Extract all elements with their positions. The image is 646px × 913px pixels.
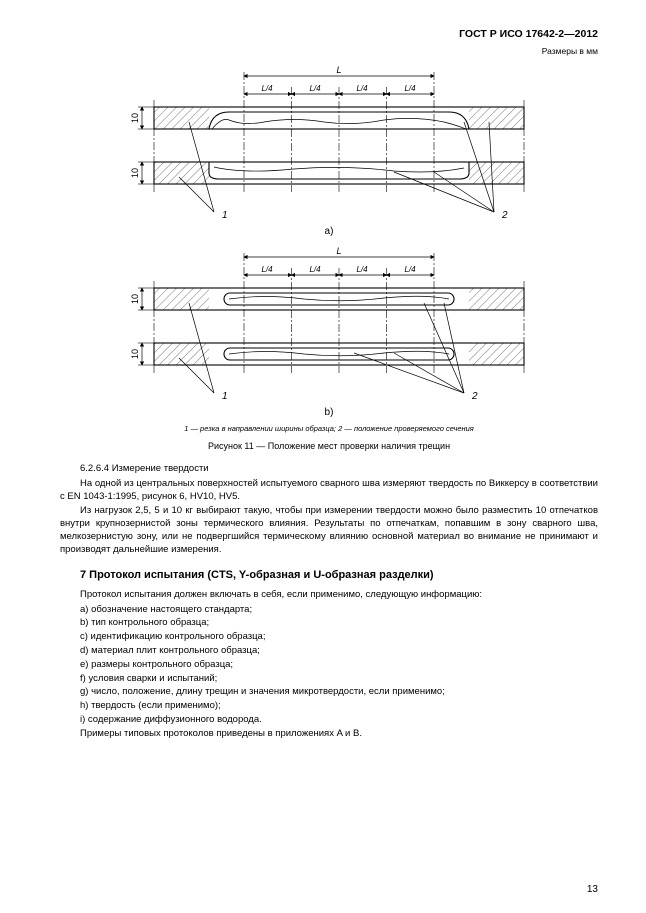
p-7-intro: Протокол испытания должен включать в себ… (60, 589, 598, 602)
list-item: c) идентификацию контрольного образца; (60, 631, 598, 644)
dim-L4: L/4 (309, 84, 321, 93)
list-item: h) твердость (если применимо); (60, 700, 598, 713)
dim-L: L (336, 65, 341, 75)
ref-1: 1 (222, 210, 228, 221)
dim-10: 10 (130, 168, 140, 178)
dim-L4: L/4 (404, 265, 416, 274)
diagram-a: L L/4 L/4 L/4 L/4 10 10 1 (94, 62, 564, 222)
dim-L4: L/4 (261, 265, 273, 274)
dim-L: L (336, 246, 341, 256)
body-section-6264: 6.2.6.4 Измерение твердости На одной из … (60, 463, 598, 557)
figure-b-block: L L/4 L/4 L/4 L/4 10 10 1 (60, 243, 598, 403)
ref-2: 2 (471, 391, 478, 402)
dim-10: 10 (130, 294, 140, 304)
page-number: 13 (587, 884, 598, 895)
figure-legend: 1 — резка в направлении ширины образца; … (60, 424, 598, 433)
body-section-7: Протокол испытания должен включать в себ… (60, 589, 598, 741)
dim-L4: L/4 (309, 265, 321, 274)
ref-2: 2 (501, 210, 508, 221)
list-item: i) содержание диффузионного водорода. (60, 714, 598, 727)
standard-code: ГОСТ Р ИСО 17642-2—2012 (60, 28, 598, 40)
figure-caption: Рисунок 11 — Положение мест проверки нал… (60, 441, 598, 451)
heading-7: 7 Протокол испытания (CTS, Y-образная и … (80, 569, 598, 581)
p-7-outro: Примеры типовых протоколов приведены в п… (60, 728, 598, 741)
list-item: b) тип контрольного образца; (60, 617, 598, 630)
dim-L4: L/4 (404, 84, 416, 93)
size-note: Размеры в мм (60, 46, 598, 56)
p-6264-1: На одной из центральных поверхностей исп… (60, 478, 598, 504)
ref-1: 1 (222, 391, 228, 402)
list-item: g) число, положение, длину трещин и знач… (60, 686, 598, 699)
dim-L4: L/4 (261, 84, 273, 93)
heading-6264: 6.2.6.4 Измерение твердости (60, 463, 598, 476)
dim-10: 10 (130, 113, 140, 123)
p-6264-2: Из нагрузок 2,5, 5 и 10 кг выбирают таку… (60, 505, 598, 556)
list-item: a) обозначение настоящего стандарта; (60, 604, 598, 617)
list-item: d) материал плит контрольного образца; (60, 645, 598, 658)
figure-b-label: b) (60, 407, 598, 418)
page: ГОСТ Р ИСО 17642-2—2012 Размеры в мм (0, 0, 646, 913)
dim-L4: L/4 (356, 84, 368, 93)
dim-10: 10 (130, 349, 140, 359)
figure-a-block: L L/4 L/4 L/4 L/4 10 10 1 (60, 62, 598, 222)
dim-L4: L/4 (356, 265, 368, 274)
list-item: f) условия сварки и испытаний; (60, 673, 598, 686)
diagram-b: L L/4 L/4 L/4 L/4 10 10 1 (94, 243, 564, 403)
figure-a-label: a) (60, 226, 598, 237)
list-item: e) размеры контрольного образца; (60, 659, 598, 672)
